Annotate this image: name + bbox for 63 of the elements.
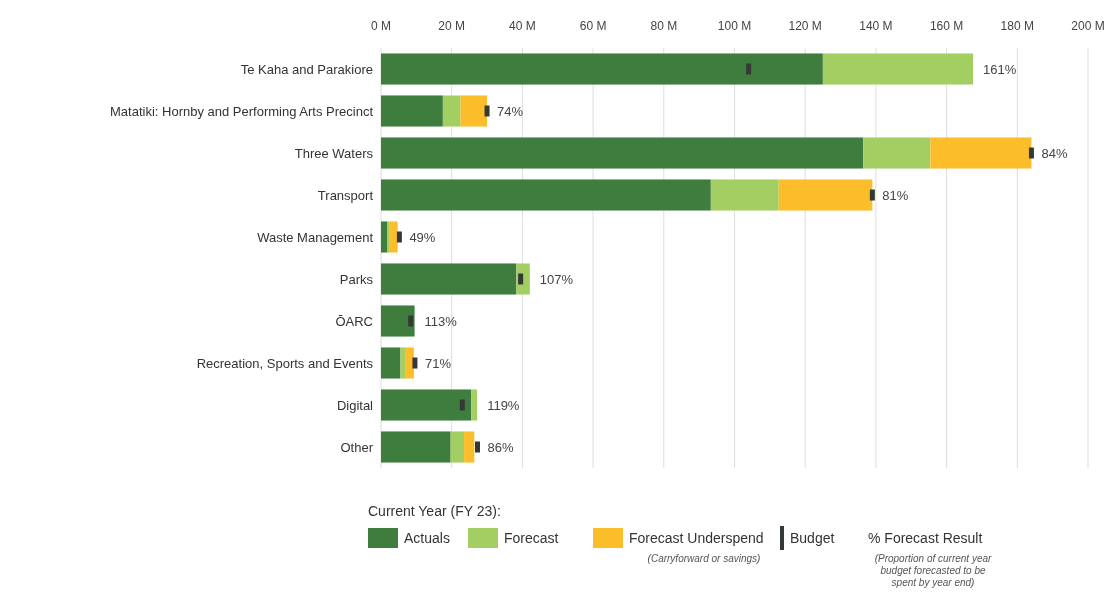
bar — [460, 95, 488, 127]
bar — [381, 389, 472, 421]
bar — [381, 347, 401, 379]
legend-label: Actuals — [404, 530, 450, 546]
x-tick-label: 0 M — [370, 19, 392, 33]
annotation: 107% — [539, 272, 574, 287]
text: % Forecast Result — [868, 530, 983, 546]
x-tick-label: 160 M — [929, 19, 964, 33]
bar — [381, 137, 864, 169]
bar — [464, 431, 475, 463]
bar — [471, 389, 478, 421]
bar — [400, 347, 406, 379]
bar — [389, 221, 398, 253]
bar — [381, 305, 415, 337]
bar — [381, 221, 388, 253]
annotation: 161% — [983, 62, 1017, 77]
x-tick-label: 120 M — [788, 19, 822, 33]
y-tick-label: Digital — [336, 398, 374, 413]
annotation: 81% — [882, 188, 909, 203]
legend-label: Budget — [790, 530, 835, 546]
annotation: 86% — [487, 440, 514, 455]
x-tick-label: 20 M — [438, 19, 466, 33]
legend-title: Current Year (FY 23): — [368, 503, 501, 519]
x-tick-label: 100 M — [717, 19, 752, 33]
x-tick-label: 60 M — [579, 19, 607, 33]
y-tick-label: Te Kaha and Parakiore — [240, 62, 373, 77]
bar — [778, 179, 873, 211]
bar — [450, 431, 465, 463]
y-tick-label: Waste Management — [257, 230, 374, 245]
bar — [822, 53, 974, 85]
y-tick-label: ŌARC — [335, 314, 373, 329]
annotation: 49% — [409, 230, 436, 245]
y-tick-label: Transport — [317, 188, 374, 203]
annotation: 119% — [487, 398, 520, 413]
y-tick-label: Parks — [339, 272, 374, 287]
annotation: 74% — [497, 104, 524, 119]
bar — [863, 137, 931, 169]
bar — [381, 263, 517, 295]
y-tick-label: Other — [340, 440, 374, 455]
bar — [381, 179, 711, 211]
annotation: 113% — [424, 314, 458, 329]
y-tick-label: Three Waters — [294, 146, 374, 161]
bar — [710, 179, 779, 211]
bar — [387, 221, 390, 253]
annotation: 84% — [1041, 146, 1068, 161]
y-tick-label: Matatiki: Hornby and Performing Arts Precinct — [110, 104, 374, 119]
annotation: 71% — [424, 356, 452, 371]
legend-label: Forecast Underspend — [629, 530, 764, 546]
x-tick-label: 140 M — [859, 19, 893, 33]
x-tick-label: 180 M — [1000, 19, 1034, 33]
x-tick-label: 40 M — [509, 19, 536, 33]
x-tick-label: 200 M — [1071, 19, 1105, 33]
y-tick-label: Recreation, Sports and Events — [196, 356, 374, 371]
text: (Proportion of current year budget forecasted to be spent by year end) — [874, 553, 993, 588]
bar — [930, 137, 1032, 169]
bar — [381, 53, 823, 85]
bar — [381, 431, 451, 463]
bar — [442, 95, 461, 127]
bar — [405, 347, 414, 379]
legend-label: Forecast — [504, 530, 559, 546]
x-tick-label: 80 M — [650, 19, 678, 33]
text: (Carryforward or savings) — [647, 553, 761, 564]
bar — [381, 95, 443, 127]
